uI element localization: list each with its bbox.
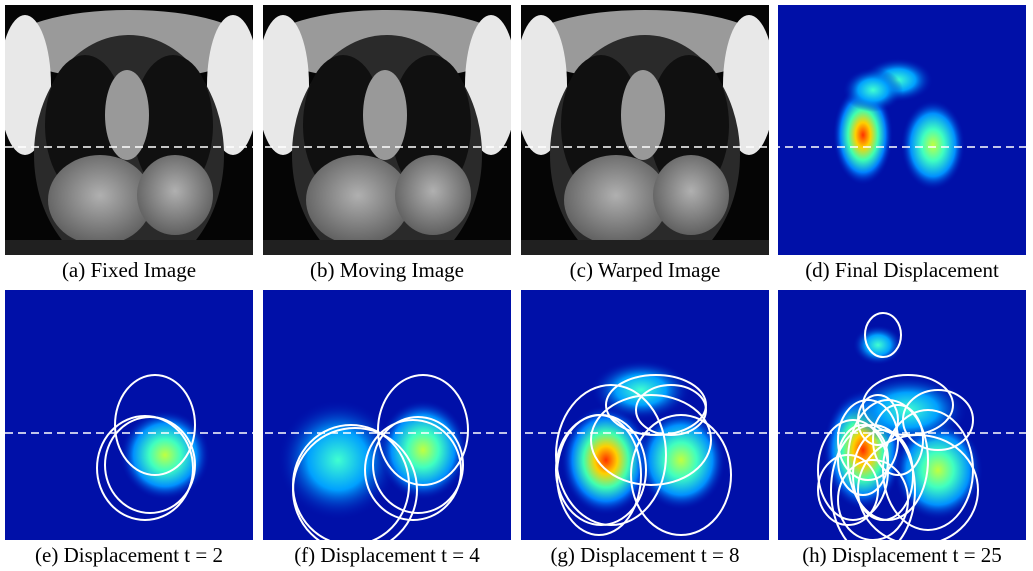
mri-image: [0, 5, 259, 275]
panel-image: [263, 290, 511, 552]
panel: (h) Displacement t = 25: [778, 290, 1026, 567]
panel: (e) Displacement t = 2: [5, 290, 253, 567]
heatmap-bg: [778, 5, 1026, 255]
mri-image: [515, 5, 775, 275]
panel: (f) Displacement t = 4: [263, 290, 511, 567]
caption: (g) Displacement t = 8: [550, 543, 739, 567]
panel-image: [778, 290, 1026, 555]
heatmap-bg: [5, 290, 253, 540]
panel-image: [778, 5, 1026, 255]
heat-blob: [901, 100, 965, 190]
heat-blob: [636, 410, 726, 510]
heat-blob: [843, 68, 903, 112]
panel: (c) Warped Image: [515, 5, 775, 282]
caption: (b) Moving Image: [310, 258, 464, 282]
caption: (a) Fixed Image: [62, 258, 196, 282]
caption: (h) Displacement t = 25: [802, 543, 1002, 567]
panel-image: [521, 290, 769, 540]
heat-blob: [853, 325, 903, 365]
caption: (f) Displacement t = 4: [294, 543, 480, 567]
panel: (a) Fixed Image: [0, 5, 259, 282]
panel: (d) Final Displacement: [778, 5, 1026, 282]
panel: (b) Moving Image: [257, 5, 517, 282]
heat-blob: [120, 410, 210, 500]
panel-image: [257, 5, 517, 275]
figure: (a) Fixed Image (b) Moving Image (c) Warpe…: [0, 0, 1033, 571]
caption: (d) Final Displacement: [805, 258, 999, 282]
panel-image: [515, 5, 775, 275]
mri-image: [257, 5, 517, 275]
caption: (e) Displacement t = 2: [35, 543, 223, 567]
panel: (g) Displacement t = 8: [521, 290, 769, 567]
panel-image: [0, 5, 259, 275]
panel-image: [5, 290, 253, 540]
caption: (c) Warped Image: [570, 258, 721, 282]
